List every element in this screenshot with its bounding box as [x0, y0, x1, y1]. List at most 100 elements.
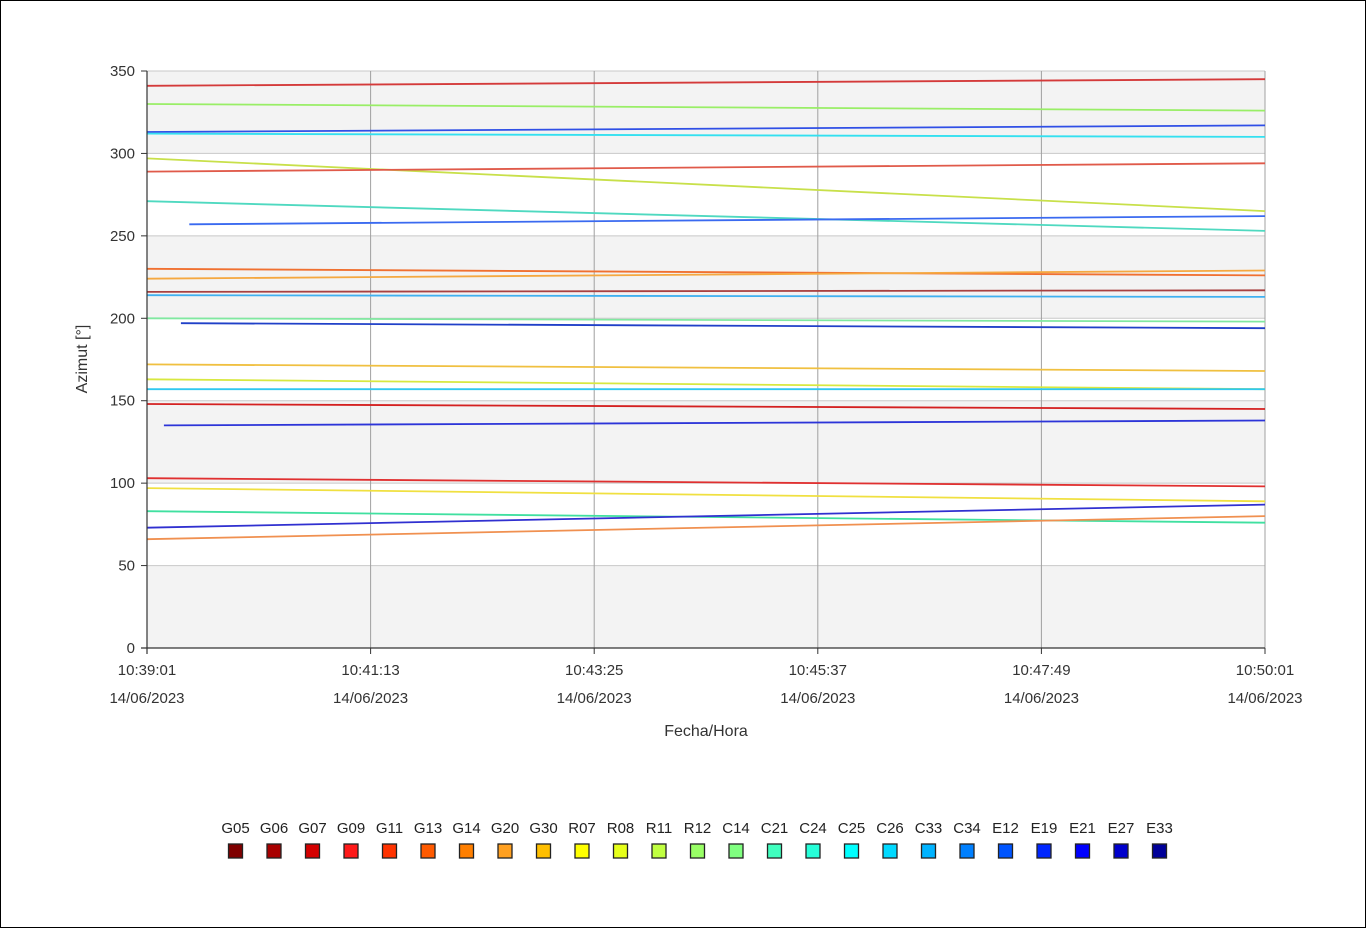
x-tick-date: 14/06/2023 [333, 690, 408, 707]
series-line-8 [189, 215, 1266, 226]
y-tick-label: 200 [110, 310, 135, 327]
legend-label: E27 [1108, 820, 1135, 837]
legend-label: R08 [607, 820, 635, 837]
legend-swatch[interactable] [997, 843, 1014, 859]
x-tick-time: 10:39:01 [118, 662, 176, 679]
x-tick-date: 14/06/2023 [1004, 690, 1079, 707]
legend-swatch[interactable] [843, 843, 860, 859]
series-line-12 [146, 294, 1266, 298]
plot-bands [147, 71, 1265, 648]
legend-label: G05 [221, 820, 249, 837]
series-lines [146, 78, 1266, 541]
legend-label: C34 [953, 820, 981, 837]
legend-swatch[interactable] [381, 843, 398, 859]
y-tick-label: 150 [110, 393, 135, 410]
legend-swatch[interactable] [535, 843, 552, 859]
legend-label: G20 [491, 820, 519, 837]
legend-label: E19 [1031, 820, 1058, 837]
x-tick-date: 14/06/2023 [1227, 690, 1302, 707]
legend-label: G06 [260, 820, 288, 837]
legend-swatch[interactable] [227, 843, 244, 859]
y-tick-label: 300 [110, 145, 135, 162]
legend-label: E21 [1069, 820, 1096, 837]
legend-swatch[interactable] [612, 843, 629, 859]
x-tick-date: 14/06/2023 [557, 690, 632, 707]
series-line-9 [146, 267, 1266, 277]
series-line-15 [146, 363, 1266, 372]
legend-swatch[interactable] [1074, 843, 1091, 859]
series-line-11 [146, 289, 1266, 293]
legend-label: C33 [915, 820, 943, 837]
legend-swatch[interactable] [304, 843, 321, 859]
legend-swatch[interactable] [1151, 843, 1168, 859]
legend-swatch[interactable] [497, 843, 513, 859]
y-axis-title: Azimut [°] [74, 325, 91, 394]
y-axis-ticks: 0 50 100 150 200 250 300 350 [110, 63, 147, 657]
legend-label: C21 [761, 820, 789, 837]
legend-swatch[interactable] [343, 843, 359, 859]
x-tick-time: 10:50:01 [1236, 662, 1294, 679]
legend-swatch[interactable] [805, 843, 821, 859]
legend-label: R11 [646, 820, 672, 837]
legend-swatch[interactable] [574, 843, 590, 859]
legend-swatch[interactable] [689, 843, 706, 859]
x-tick-time: 10:43:25 [565, 662, 623, 679]
legend-label: R12 [684, 820, 712, 837]
y-tick-label: 250 [110, 228, 135, 245]
series-line-20 [146, 477, 1266, 488]
legend-swatch[interactable] [728, 843, 744, 859]
x-tick-date: 14/06/2023 [780, 690, 855, 707]
legend-label: C25 [838, 820, 866, 837]
legend: G05 G06 G07 G09 G11 G13 G14 G20 G30 R07 R08 R11 R12 C… [221, 820, 1173, 859]
x-axis-title: Fecha/Hora [664, 723, 748, 740]
y-tick-label: 100 [110, 475, 135, 492]
legend-label: G13 [414, 820, 442, 837]
legend-label: R07 [568, 820, 596, 837]
series-line-2 [146, 103, 1266, 112]
legend-swatch[interactable] [766, 843, 783, 859]
legend-swatch[interactable] [1036, 843, 1052, 859]
legend-swatch[interactable] [959, 843, 975, 859]
plot-band [147, 565, 1265, 648]
series-line-18 [146, 403, 1266, 410]
y-tick-label: 0 [127, 640, 135, 657]
series-line-10 [146, 269, 1266, 280]
y-tick-label: 350 [110, 63, 135, 80]
legend-swatch[interactable] [420, 843, 436, 859]
legend-label: C24 [799, 820, 827, 837]
series-line-13 [146, 317, 1266, 323]
legend-swatch[interactable] [882, 843, 898, 859]
series-line-6 [146, 162, 1266, 173]
legend-swatch[interactable] [920, 843, 937, 859]
plot-band [147, 400, 1265, 484]
series-line-4 [146, 132, 1266, 138]
legend-label: E12 [992, 820, 1019, 837]
series-line-7 [146, 200, 1266, 232]
legend-swatch[interactable] [458, 843, 475, 859]
legend-label: G30 [529, 820, 557, 837]
legend-label: E33 [1146, 820, 1173, 837]
x-axis-ticks: 10:39:01 14/06/2023 10:41:13 14/06/2023 10:4… [109, 648, 1303, 707]
legend-swatch[interactable] [651, 843, 667, 859]
series-line-16 [146, 378, 1266, 391]
legend-label: C14 [722, 820, 750, 837]
y-tick-label: 50 [118, 558, 135, 575]
series-line-19 [163, 419, 1266, 427]
legend-label: G11 [376, 820, 403, 837]
axes [141, 71, 1265, 654]
x-tick-time: 10:47:49 [1012, 662, 1070, 679]
series-line-21 [146, 487, 1266, 503]
x-tick-time: 10:41:13 [341, 662, 399, 679]
series-line-5 [146, 157, 1266, 212]
x-tick-time: 10:45:37 [789, 662, 847, 679]
legend-label: G07 [298, 820, 326, 837]
series-line-3 [146, 124, 1266, 133]
series-line-23 [146, 503, 1266, 529]
series-line-1 [146, 78, 1266, 87]
legend-swatch[interactable] [266, 843, 282, 859]
legend-swatch[interactable] [1113, 843, 1129, 859]
legend-label: C26 [876, 820, 904, 837]
legend-label: G09 [337, 820, 365, 837]
